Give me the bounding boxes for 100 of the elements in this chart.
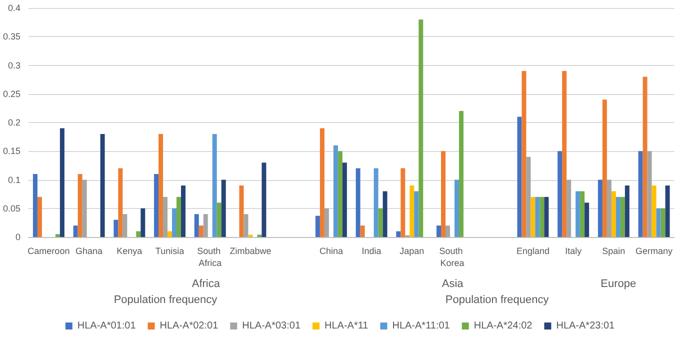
x-tick-label: Zimbabwe [230,246,272,256]
bar [530,196,536,237]
bar [114,220,118,237]
bar [652,185,656,237]
y-tick-label: 0.3 [8,60,21,70]
bar [333,145,338,237]
bar [154,174,159,237]
text: Africa [192,278,221,290]
y-tick-label: 0.15 [2,146,21,156]
y-tick-label: 0.05 [2,203,21,214]
bar [32,174,38,237]
x-tick-label: India [362,246,382,256]
bar [598,180,602,237]
bar [535,196,540,237]
bar [100,134,105,237]
bar [414,191,419,237]
bar [172,208,177,237]
bar [55,234,60,237]
legend-label: HLA-A*11:01 [392,320,450,332]
bar [459,111,464,237]
x-tick-label: England [516,246,550,256]
bar [342,162,347,237]
y-tick-label: 0.4 [8,3,21,13]
bar [602,100,607,237]
bar [436,226,442,237]
bar [576,191,580,237]
bar [244,214,248,237]
x-tick-label: China [319,246,343,256]
legend-label: HLA-A*03:01 [242,320,301,332]
bar [562,70,567,237]
bar [378,208,383,237]
bar [78,174,82,237]
bar [642,76,648,237]
x-tick-label: Spain [602,246,626,256]
legend-label: HLA-A*02:01 [160,320,219,332]
bar [544,196,549,237]
bar [665,185,670,237]
y-tick-label: 0.35 [2,32,21,42]
bar [239,185,244,237]
bar [118,168,123,237]
y-tick-label: 0 [16,232,21,242]
bar [647,151,652,237]
bar [526,156,531,237]
text: Population frequency [114,294,218,306]
bar [611,191,616,237]
y-tick-label: 0.25 [2,88,21,99]
bar [198,226,204,237]
bar [624,185,630,237]
bar [181,185,186,237]
bar [360,226,365,237]
bar [176,196,182,237]
text: Europe [600,278,636,290]
bar [566,180,572,237]
bar [37,196,42,237]
bar [656,208,661,237]
bar [136,231,141,237]
bar [382,191,388,237]
bar [638,151,643,237]
text: Asia [442,278,464,290]
x-tick-label: Germany [636,246,674,256]
x-tick-label: Cameroon [28,246,70,256]
bar [540,196,544,237]
bar [584,202,590,237]
bar [60,128,64,237]
bar [163,196,168,237]
bar [140,208,146,237]
bar [122,214,128,237]
bar [73,226,78,237]
bar [338,151,342,237]
bar [418,19,424,237]
x-tick-label: South Africa [197,246,224,268]
bar [558,151,562,237]
bar [446,226,450,237]
bar [660,208,666,237]
bar [203,214,208,237]
bar [221,180,226,237]
bar [82,180,87,237]
bar [320,128,324,237]
x-tick-label: Ghana [76,246,103,256]
legend-label: HLA-A*24:02 [474,320,533,332]
legend-label: HLA-A*11 [324,320,369,332]
x-tick-label: Italy [565,246,582,256]
bar [216,202,222,237]
bar [620,196,625,237]
bar [580,191,585,237]
legend-label: HLA-A*01:01 [77,320,136,332]
bar [454,180,460,237]
bar [324,208,329,237]
bar [168,231,172,237]
bar [396,231,401,237]
x-tick-label: Kenya [116,246,142,256]
x-tick-label: Japan [400,246,424,256]
bar [517,116,522,237]
bar [616,196,620,237]
bar [410,185,414,237]
bar [374,168,378,237]
text: Population frequency [445,294,550,306]
y-tick-label: 0.2 [8,118,21,128]
y-tick-label: 0.1 [8,174,21,185]
x-tick-label: Tunisia [155,246,184,256]
